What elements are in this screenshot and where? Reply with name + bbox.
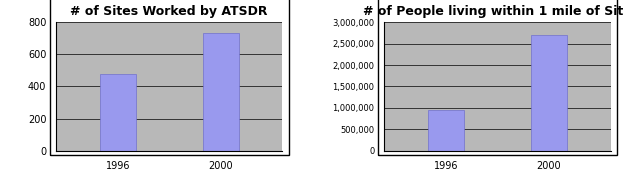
- Title: # of People living within 1 mile of Site: # of People living within 1 mile of Site: [363, 5, 623, 18]
- Bar: [428, 110, 464, 151]
- Bar: [100, 74, 136, 151]
- Bar: [531, 35, 567, 151]
- Title: # of Sites Worked by ATSDR: # of Sites Worked by ATSDR: [70, 5, 268, 18]
- Bar: [202, 33, 239, 151]
